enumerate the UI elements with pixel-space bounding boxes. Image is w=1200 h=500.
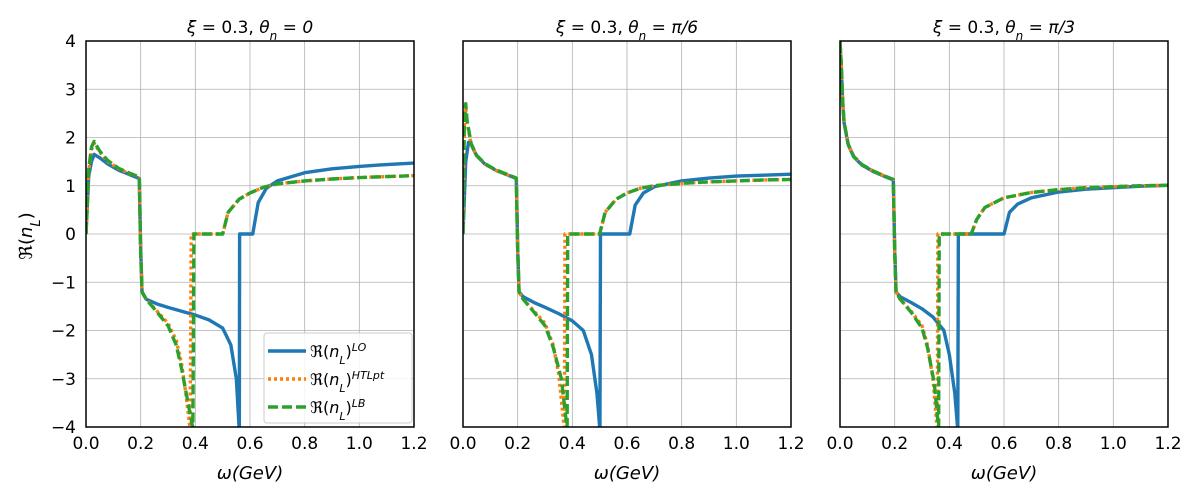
x-tick-label: 1.0: [346, 434, 373, 454]
x-tick-label: 0.0: [449, 434, 476, 454]
x-tick-label: 0.0: [826, 434, 853, 454]
y-tick-label: −4: [51, 418, 76, 438]
plot-frame: [85, 40, 415, 428]
x-axis-label: ω(GeV): [217, 463, 283, 484]
legend-box: [263, 332, 413, 424]
legend-entry: ℜ(nL)HTLpt: [310, 369, 385, 395]
x-tick-label: 0.8: [291, 434, 318, 454]
x-axis-label: ω(GeV): [594, 463, 660, 484]
x-tick-label: 0.2: [504, 434, 531, 454]
panel-title: ξ = 0.3, θn = π/3: [932, 18, 1075, 43]
plot-frame: [462, 40, 792, 428]
x-tick-label: 1.0: [1100, 434, 1127, 454]
x-tick-label: 0.4: [936, 434, 963, 454]
x-tick-label: 0.8: [668, 434, 695, 454]
y-tick-label: 0: [65, 225, 76, 245]
x-axis-label: ω(GeV): [971, 463, 1037, 484]
y-tick-label: 3: [65, 80, 76, 100]
y-tick-label: 4: [65, 32, 76, 52]
y-tick-label: −1: [51, 273, 76, 293]
legend-entry: ℜ(nL)LO: [310, 341, 367, 367]
x-tick-label: 0.2: [881, 434, 908, 454]
legend-entry: ℜ(nL)LB: [310, 397, 365, 423]
x-tick-label: 0.4: [559, 434, 586, 454]
x-tick-label: 1.2: [1154, 434, 1181, 454]
y-axis-label: ℜ(nL): [16, 212, 44, 259]
y-tick-label: −3: [51, 370, 76, 390]
x-tick-label: 0.4: [182, 434, 209, 454]
x-tick-label: 0.0: [72, 434, 99, 454]
x-tick-label: 0.6: [613, 434, 640, 454]
x-tick-label: 0.6: [236, 434, 263, 454]
x-tick-label: 1.2: [777, 434, 804, 454]
x-tick-label: 0.8: [1045, 434, 1072, 454]
y-tick-label: 2: [65, 129, 76, 149]
x-tick-label: 1.2: [400, 434, 427, 454]
x-tick-label: 0.2: [127, 434, 154, 454]
series-line: [86, 139, 414, 427]
x-tick-label: 1.0: [723, 434, 750, 454]
plot-frame: [839, 40, 1169, 428]
y-tick-label: −2: [51, 322, 76, 342]
panel-title: ξ = 0.3, θn = π/6: [555, 18, 698, 43]
series-line: [463, 102, 791, 427]
series-line: [840, 41, 1168, 427]
y-tick-label: 1: [65, 177, 76, 197]
x-tick-label: 0.6: [990, 434, 1017, 454]
panel-title: ξ = 0.3, θn = 0: [186, 18, 313, 43]
